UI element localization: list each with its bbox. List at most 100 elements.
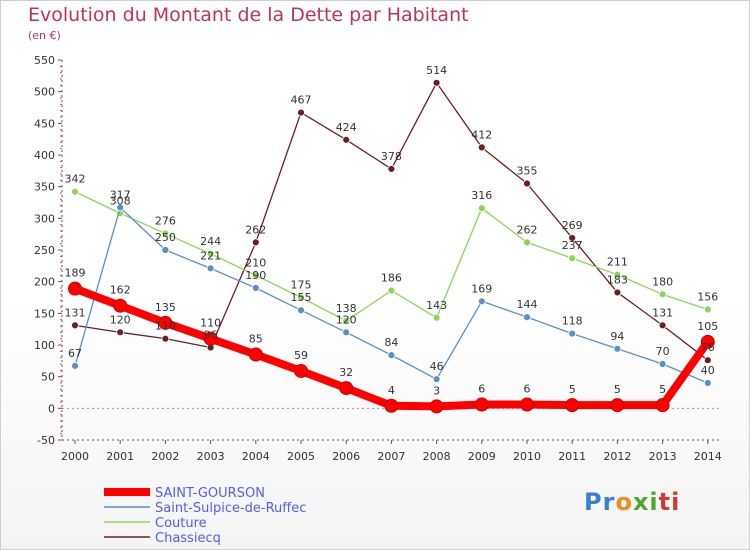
data-label: 143 [426,299,447,312]
data-point [251,271,260,280]
data-label: 156 [697,291,718,304]
x-tick-label: 2012 [603,450,631,463]
data-point [294,363,308,378]
logo-letter: o [615,488,633,516]
legend-label: Couture [155,516,207,531]
data-point [432,78,441,87]
data-label: 70 [656,345,670,358]
data-label: 237 [562,239,583,252]
data-point [248,347,263,362]
x-tick-label: 2014 [694,450,722,463]
data-point [477,297,486,306]
data-point [613,344,622,353]
data-label: 250 [155,231,176,244]
logo-letter: t [658,488,672,516]
data-label: 120 [336,313,357,326]
data-point [251,284,260,292]
data-label: 412 [471,128,492,141]
data-label: 262 [245,223,266,236]
data-point [703,356,712,365]
data-point [297,293,305,302]
data-label: 59 [294,349,308,362]
y-tick-label: 200 [34,276,55,289]
data-point [161,334,170,343]
data-point [523,313,531,322]
y-tick-label: 150 [34,307,55,320]
data-label: 32 [339,366,353,379]
data-label: 342 [65,173,86,186]
data-label: 67 [68,347,82,360]
x-tick-label: 2001 [106,450,134,463]
data-point [520,397,534,412]
data-label: 138 [336,302,357,315]
x-tick-label: 2002 [151,450,179,463]
data-point [116,203,125,212]
data-point [610,398,625,413]
data-point [613,270,622,279]
data-label: 424 [336,121,357,134]
data-point [703,379,712,387]
data-label: 46 [430,360,444,373]
data-point [474,397,489,412]
logo-letter: r [602,488,616,516]
data-point [432,375,441,384]
data-point [477,204,486,213]
legend-label: SAINT-GOURSON [155,486,265,501]
data-label: 110 [155,320,176,333]
y-tick-label: 450 [34,117,55,130]
y-tick-label: 350 [34,181,55,194]
data-label: 85 [249,333,263,346]
data-point [68,281,82,296]
data-point [342,317,351,325]
y-tick-label: 500 [34,86,55,99]
data-label: 144 [517,298,538,311]
data-point [523,238,531,247]
data-point [613,288,622,297]
data-label: 5 [614,383,621,396]
data-point [387,351,396,360]
proxiti-logo: Proxiti [584,488,680,516]
data-point [568,329,577,338]
x-tick-label: 2009 [468,450,496,463]
data-point [161,229,170,238]
data-label: 94 [610,330,624,343]
data-point [658,321,667,330]
x-tick-label: 2006 [332,450,360,463]
data-point [655,398,670,413]
data-label: 110 [200,317,221,330]
y-tick-label: 400 [34,149,55,162]
data-label: 316 [471,189,492,202]
data-label: 244 [200,235,221,248]
x-tick-label: 2000 [61,450,89,463]
data-label: 378 [381,150,402,163]
data-label: 190 [245,269,266,282]
x-tick-label: 2010 [513,450,541,463]
data-label: 96 [204,329,218,342]
data-point [251,238,260,247]
y-tick-label: -50 [37,434,55,447]
data-label: 186 [381,272,402,285]
x-tick-label: 2005 [287,450,315,463]
data-point [297,108,305,117]
legend-label: Saint-Sulpice-de-Ruffec [155,501,306,516]
data-point [700,334,715,349]
data-point [429,399,444,414]
data-label: 355 [517,165,538,178]
logo-letter: i [671,488,681,516]
data-label: 210 [245,256,266,269]
data-label: 76 [701,341,715,354]
data-label: 180 [652,275,673,288]
data-label: 40 [701,364,715,377]
data-point [565,398,580,413]
data-label: 131 [65,306,86,319]
data-label: 221 [200,249,221,262]
data-label: 162 [110,284,131,297]
data-label: 5 [569,383,576,396]
data-point [113,298,128,313]
data-label: 514 [426,64,447,77]
x-tick-label: 2013 [649,450,677,463]
data-point [339,381,354,396]
data-label: 189 [65,267,86,280]
data-label: 308 [110,194,131,207]
data-point [342,328,351,337]
